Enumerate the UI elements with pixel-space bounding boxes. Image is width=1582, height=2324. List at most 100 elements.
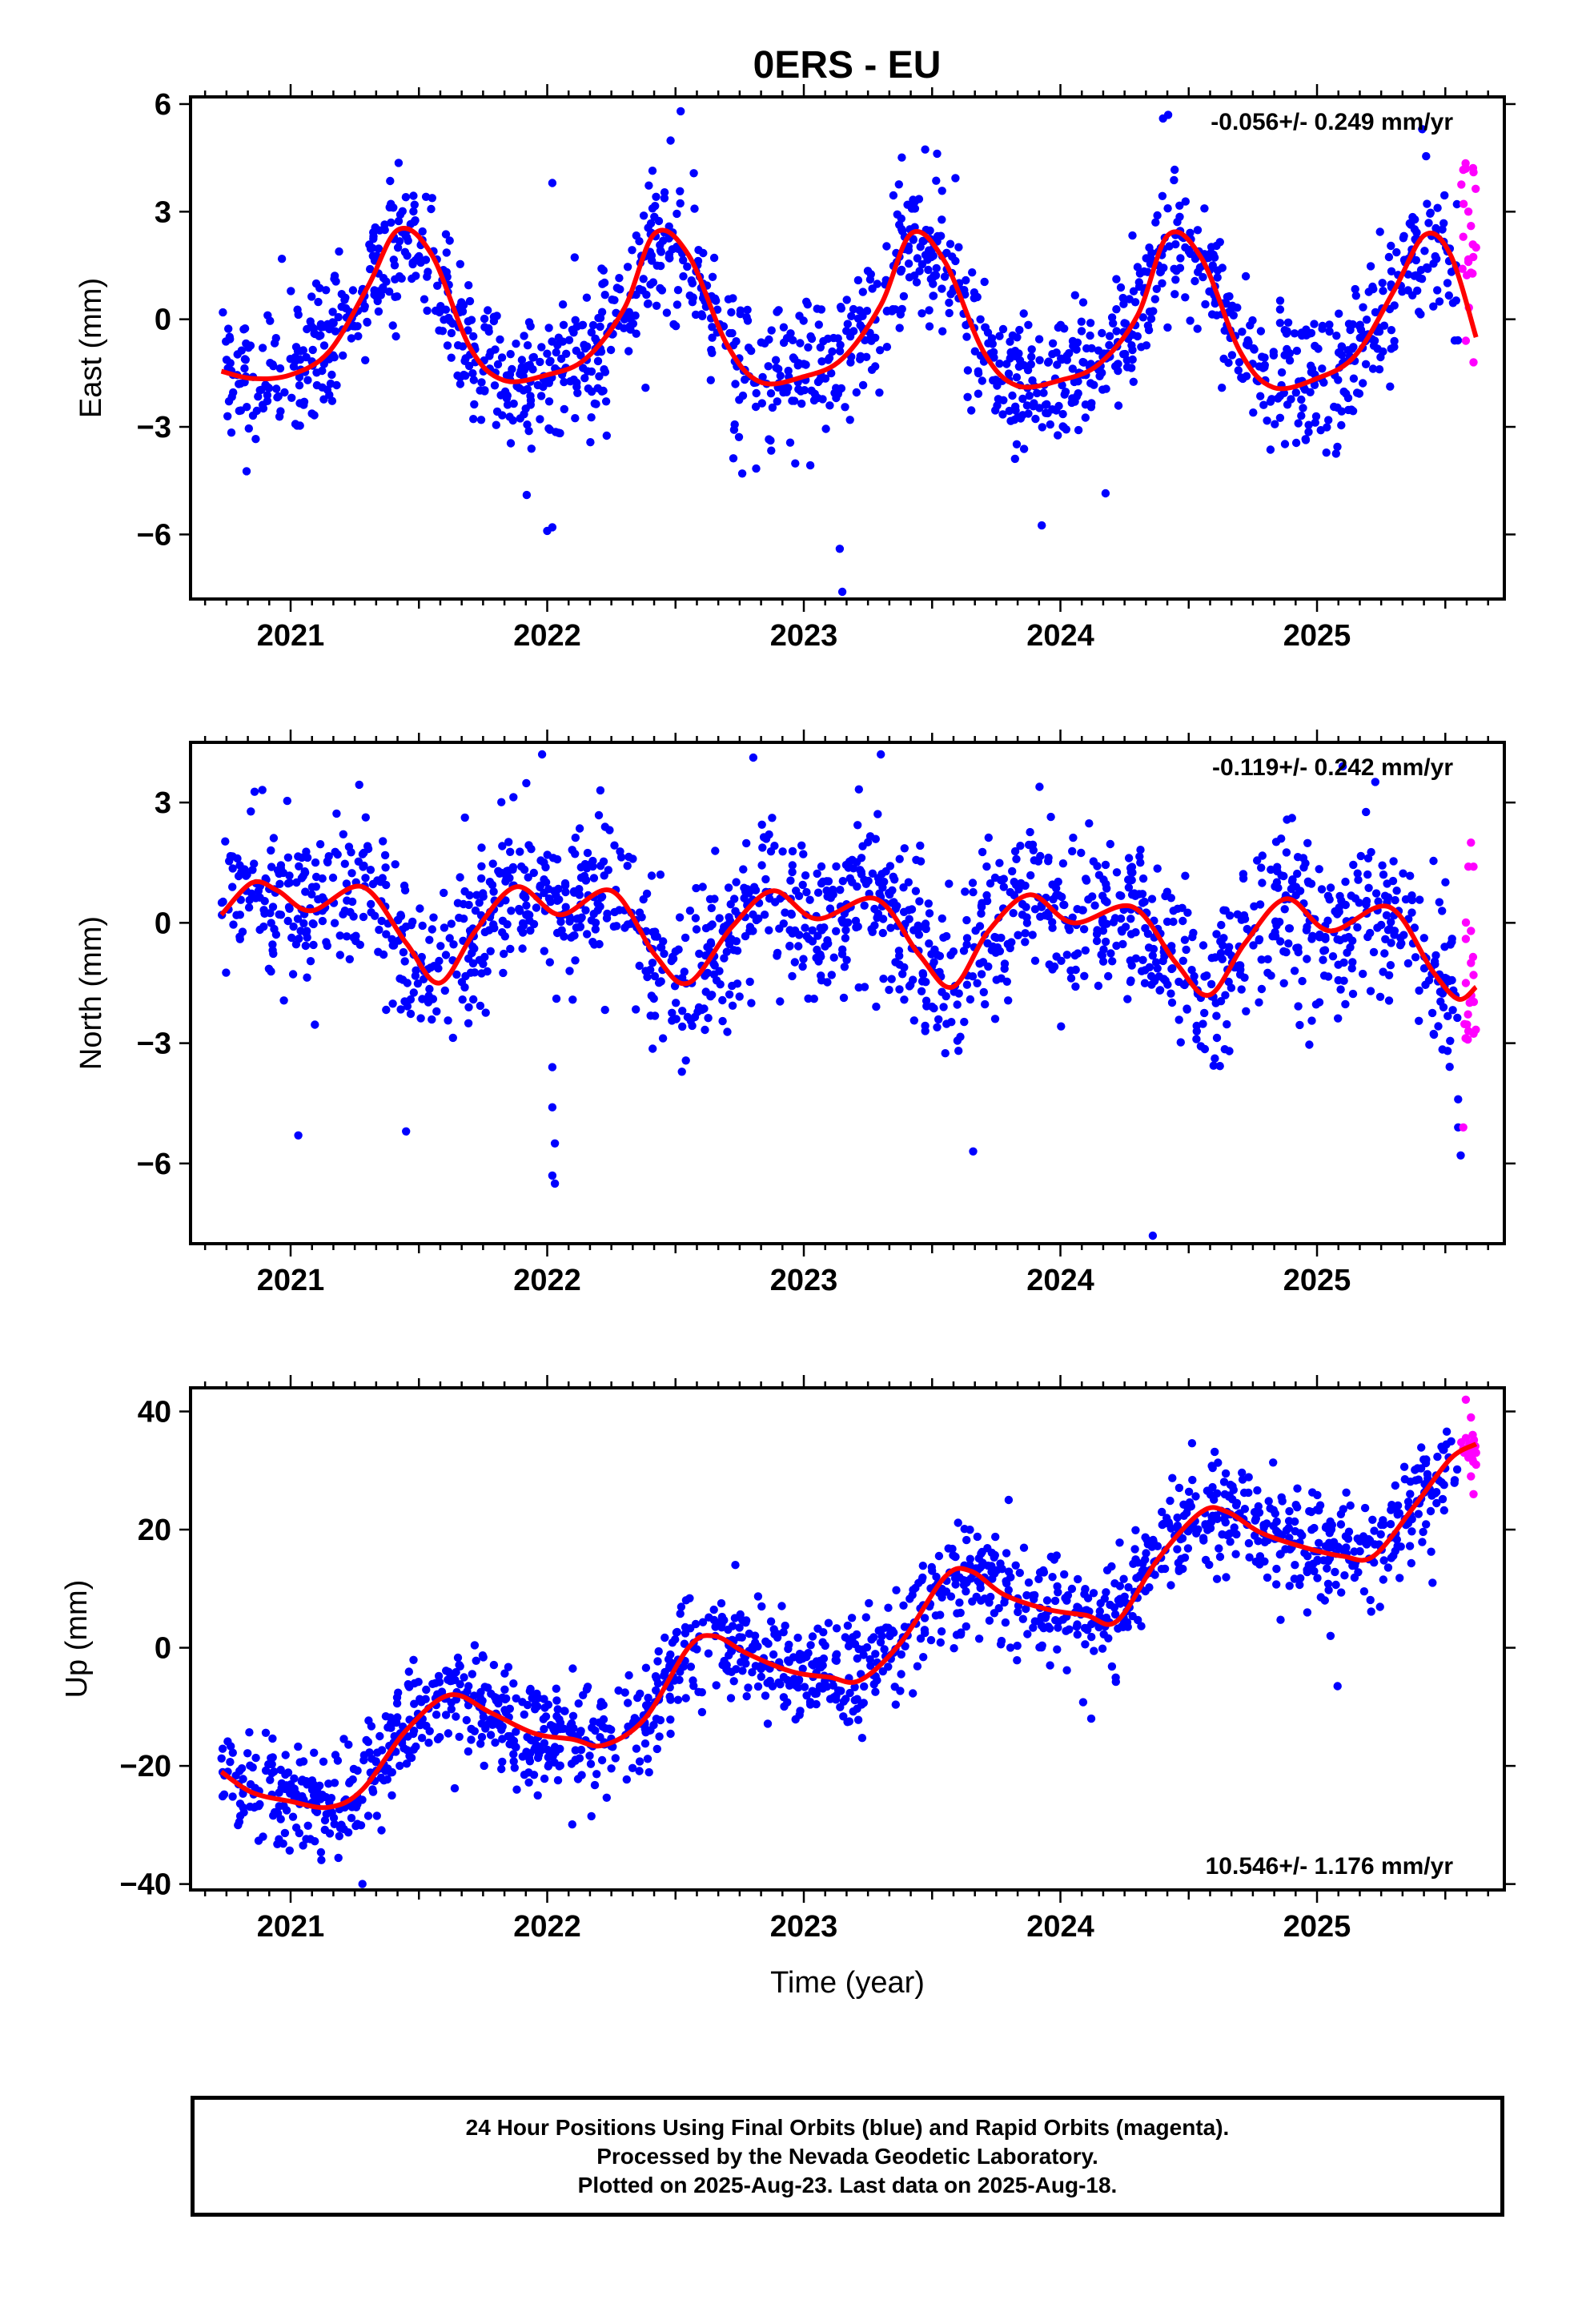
data-point <box>470 944 479 953</box>
data-point <box>1027 352 1036 361</box>
data-point <box>484 327 493 336</box>
data-point <box>342 879 351 888</box>
data-point <box>722 947 731 956</box>
data-point <box>599 386 608 396</box>
data-point <box>884 1663 893 1671</box>
data-point <box>355 940 364 950</box>
data-point <box>866 270 876 279</box>
data-point <box>773 397 781 406</box>
data-point <box>452 1712 460 1721</box>
data-point <box>346 1777 355 1787</box>
data-point <box>624 347 633 356</box>
data-point <box>1443 1011 1452 1021</box>
data-point <box>718 1016 727 1026</box>
data-point <box>921 1027 930 1035</box>
data-point <box>1112 941 1121 951</box>
data-point <box>1006 337 1014 346</box>
data-point <box>720 954 729 963</box>
data-point <box>894 180 904 189</box>
data-point <box>479 1712 488 1722</box>
data-point <box>1255 936 1263 945</box>
data-point <box>469 376 478 384</box>
data-point <box>1060 1570 1069 1579</box>
data-point <box>622 1775 631 1784</box>
data-point <box>238 927 247 936</box>
data-point <box>1142 341 1151 350</box>
data-point <box>718 995 727 1005</box>
data-point <box>1070 291 1080 300</box>
data-point <box>307 321 316 331</box>
data-point <box>1353 923 1362 932</box>
data-point <box>408 274 416 283</box>
data-point <box>728 328 737 338</box>
data-point <box>809 1661 817 1670</box>
data-point <box>708 991 717 999</box>
data-point <box>1207 954 1216 963</box>
data-point <box>512 1785 521 1794</box>
data-point <box>1129 287 1138 296</box>
data-point <box>1090 901 1099 910</box>
data-point <box>1375 992 1385 1002</box>
data-point <box>731 380 740 388</box>
data-point <box>467 1735 476 1744</box>
data-point <box>226 1758 235 1767</box>
data-point <box>540 858 548 867</box>
data-point <box>1033 388 1042 398</box>
data-point <box>1138 1559 1147 1568</box>
data-point <box>540 1724 548 1734</box>
data-point <box>1170 165 1179 175</box>
data-point <box>325 1829 335 1838</box>
data-point <box>994 1604 1003 1613</box>
data-point <box>966 1561 974 1570</box>
data-point <box>526 926 535 935</box>
data-point <box>736 309 745 319</box>
data-point <box>757 861 766 870</box>
data-point <box>808 937 817 946</box>
data-point <box>1094 981 1103 991</box>
data-point <box>921 145 930 154</box>
data-point <box>1086 331 1094 340</box>
data-point <box>723 1027 732 1036</box>
data-point <box>1315 1538 1323 1548</box>
data-point <box>228 883 237 891</box>
data-point <box>1137 1622 1146 1630</box>
data-point <box>423 272 432 281</box>
data-point <box>579 364 588 372</box>
data-point <box>1447 1437 1456 1446</box>
data-point <box>1069 833 1078 842</box>
plot-area <box>217 1395 1480 1888</box>
data-point <box>367 899 375 909</box>
data-point <box>1393 1501 1403 1510</box>
data-point <box>1016 842 1025 850</box>
data-point <box>945 879 954 888</box>
data-point <box>327 396 337 405</box>
data-point <box>984 833 994 842</box>
data-point <box>497 353 507 362</box>
data-point <box>293 347 303 356</box>
data-point <box>691 1619 701 1629</box>
data-point <box>650 932 660 941</box>
data-point <box>1359 969 1367 979</box>
data-point <box>620 315 629 324</box>
data-point <box>250 787 259 796</box>
data-point <box>1027 345 1036 354</box>
data-point <box>915 923 924 932</box>
data-point <box>1161 976 1170 985</box>
data-point <box>1343 393 1353 403</box>
data-point <box>476 1739 485 1748</box>
data-point <box>798 1664 807 1673</box>
data-point <box>1348 958 1357 967</box>
data-point <box>387 218 396 227</box>
data-point <box>895 985 904 994</box>
data-point <box>857 870 866 879</box>
data-point <box>1255 1552 1265 1561</box>
data-point <box>568 1664 577 1673</box>
data-point <box>1106 839 1115 849</box>
data-point <box>1167 998 1177 1007</box>
data-point <box>394 1688 403 1697</box>
data-point <box>1018 394 1027 404</box>
data-point <box>999 396 1008 404</box>
data-point <box>424 991 433 1000</box>
data-point <box>410 200 419 209</box>
data-point <box>1048 918 1057 927</box>
